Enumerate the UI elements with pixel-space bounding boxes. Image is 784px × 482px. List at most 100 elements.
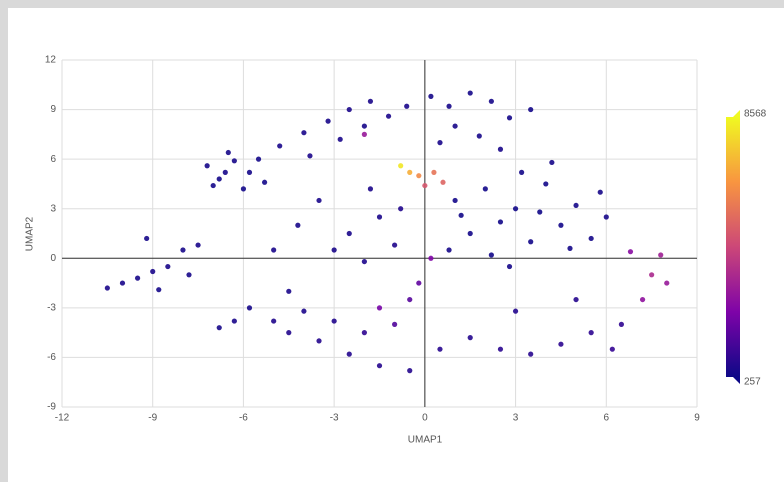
y-tick-label: 6 xyxy=(50,154,56,165)
point xyxy=(431,169,437,175)
point xyxy=(618,321,625,327)
point xyxy=(337,136,343,142)
point xyxy=(497,346,504,352)
point xyxy=(286,288,292,294)
point xyxy=(104,285,110,291)
point xyxy=(440,179,446,185)
point xyxy=(271,247,277,253)
point xyxy=(392,321,398,327)
point xyxy=(361,330,367,336)
point xyxy=(407,169,413,175)
point xyxy=(301,308,307,314)
point xyxy=(367,98,374,104)
point xyxy=(240,186,247,192)
point xyxy=(567,245,573,251)
point xyxy=(246,305,253,311)
point xyxy=(446,103,452,109)
point xyxy=(467,90,473,96)
point xyxy=(225,149,231,156)
point xyxy=(271,318,277,324)
point xyxy=(150,268,156,275)
point xyxy=(346,106,352,113)
point xyxy=(467,230,473,237)
point xyxy=(222,169,228,175)
point xyxy=(144,235,150,242)
point xyxy=(376,214,383,220)
point xyxy=(134,275,141,281)
point xyxy=(549,159,555,166)
point xyxy=(649,272,655,278)
point xyxy=(316,338,322,344)
point xyxy=(428,255,434,261)
point xyxy=(422,182,428,189)
point xyxy=(376,305,383,311)
y-axis-label: UMAP2 xyxy=(25,216,36,251)
point xyxy=(392,242,398,248)
point xyxy=(346,230,352,237)
point xyxy=(416,280,422,286)
point xyxy=(246,169,253,175)
point xyxy=(404,103,410,109)
point xyxy=(488,98,494,104)
point xyxy=(658,252,664,258)
point xyxy=(216,176,222,182)
point xyxy=(407,296,413,303)
point xyxy=(588,330,594,336)
colorbar-max-label: 8568 xyxy=(744,109,767,120)
point xyxy=(325,118,331,124)
point xyxy=(573,202,579,209)
x-tick-label: -9 xyxy=(148,413,157,424)
point xyxy=(664,280,670,286)
point xyxy=(385,113,392,119)
point xyxy=(180,247,186,253)
colorbar-max-marker xyxy=(733,110,740,117)
x-tick-label: 0 xyxy=(422,413,428,424)
point xyxy=(512,206,519,212)
point xyxy=(216,325,222,331)
point xyxy=(231,318,237,324)
point xyxy=(597,189,603,195)
point xyxy=(497,146,504,152)
x-tick-label: 3 xyxy=(513,413,519,424)
x-tick-label: -12 xyxy=(55,413,70,424)
point xyxy=(204,163,210,169)
point xyxy=(119,280,126,286)
point xyxy=(398,163,404,169)
point xyxy=(537,209,543,215)
point xyxy=(467,335,473,341)
point xyxy=(458,212,464,218)
y-tick-label: 0 xyxy=(50,253,56,264)
point xyxy=(639,296,646,303)
point xyxy=(261,179,268,185)
y-tick-label: -3 xyxy=(47,302,56,313)
point xyxy=(398,206,404,212)
x-tick-label: -3 xyxy=(330,413,339,424)
point xyxy=(361,131,367,137)
point xyxy=(558,222,564,228)
point xyxy=(376,363,383,369)
point xyxy=(528,239,534,245)
x-tick-label: -6 xyxy=(239,413,248,424)
point xyxy=(195,242,201,248)
point xyxy=(186,272,192,278)
colorbar-min-marker xyxy=(733,377,740,384)
y-tick-label: -6 xyxy=(47,352,56,363)
point xyxy=(286,330,292,336)
point xyxy=(506,263,513,270)
colorbar-min-label: 257 xyxy=(744,377,761,388)
point xyxy=(307,153,313,159)
point xyxy=(346,351,352,357)
point xyxy=(573,296,579,303)
point xyxy=(361,258,367,265)
point xyxy=(497,219,504,225)
point xyxy=(506,115,513,121)
point xyxy=(156,287,162,293)
point xyxy=(543,181,549,187)
point xyxy=(627,249,634,255)
point xyxy=(512,308,519,314)
x-axis-label: UMAP1 xyxy=(408,435,443,446)
point xyxy=(603,214,609,220)
y-tick-label: -9 xyxy=(47,402,56,413)
point xyxy=(519,169,525,175)
